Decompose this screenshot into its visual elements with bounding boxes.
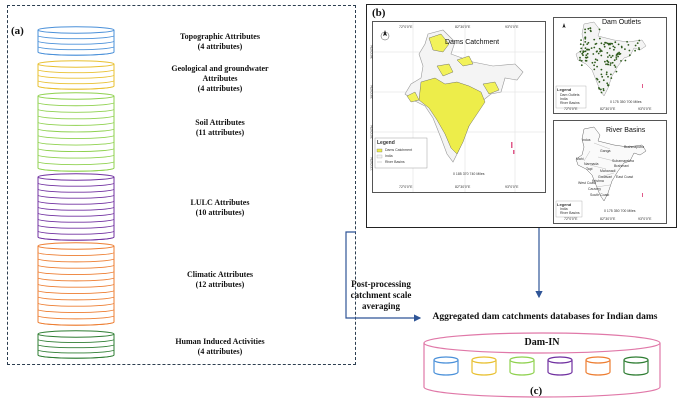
dam-in-cylinder-top bbox=[423, 332, 661, 354]
lulc-title: LULC Attributes bbox=[190, 198, 250, 207]
geological-title: Geological and groundwater bbox=[171, 64, 269, 73]
basins-lon-0: 72°0'0"E bbox=[564, 217, 578, 221]
outlets-lon-0: 72°0'0"E bbox=[564, 107, 578, 111]
basin-krishna: Krishna bbox=[592, 179, 604, 183]
river-basins-map-graphic bbox=[555, 126, 647, 218]
basins-legend-item-1: River Basins bbox=[560, 211, 580, 215]
basin-ganga: Ganga bbox=[600, 149, 611, 153]
basin-brahmani: Brahmani bbox=[614, 164, 629, 168]
main-lon-2: 93°0'0"E bbox=[505, 25, 519, 29]
panel-a-label: (a) bbox=[11, 25, 24, 37]
outlets-legend-item-1: India bbox=[560, 97, 568, 101]
main-scale-bar: 0 185 370 740 Miles bbox=[453, 172, 485, 176]
mini-db-2 bbox=[509, 356, 535, 376]
climatic-title: Climatic Attributes bbox=[187, 270, 253, 279]
dams-catchment-map-graphic bbox=[373, 22, 545, 192]
dam-in-label: Dam-IN bbox=[524, 337, 560, 348]
climatic-count: (12 attributes) bbox=[195, 280, 245, 289]
lulc-count: (10 attributes) bbox=[195, 208, 245, 217]
main-legend-item-1: India bbox=[385, 154, 393, 158]
lulc-label: LULC Attributes (10 attributes) bbox=[145, 198, 295, 218]
cylinder-stack-1 bbox=[37, 60, 115, 90]
geological-label: Geological and groundwater Attributes (4… bbox=[130, 64, 310, 94]
river-basins-map: River Basins Indus Ganga Brahmaputra Mah… bbox=[553, 120, 667, 224]
dam-outlets-map-graphic bbox=[555, 21, 647, 109]
outlets-lon-1: 82°30'0"E bbox=[600, 107, 616, 111]
mini-db-4 bbox=[585, 356, 611, 376]
dams-catchment-map: Dams Catchment Legend Dams Catchment Ind… bbox=[370, 21, 546, 193]
outlets-legend-item-0: Dam Outlets bbox=[560, 93, 580, 97]
cylinder-stack-5 bbox=[37, 330, 115, 359]
geological-count: (4 attributes) bbox=[197, 84, 243, 93]
panel-c-heading: Aggregated dam catchments databases for … bbox=[432, 312, 658, 322]
main-legend-item-0: Dams Catchment bbox=[385, 148, 413, 152]
dams-catchment-title: Dams Catchment bbox=[445, 39, 500, 46]
river-basins-title: River Basins bbox=[606, 127, 646, 134]
basin-tapi: Tapi bbox=[586, 167, 593, 171]
basin-west-coast: West Coast bbox=[578, 181, 597, 185]
human-label: Human Induced Activities (4 attributes) bbox=[135, 337, 305, 357]
panel-b-frame bbox=[366, 4, 677, 228]
outlets-scale-bar: 0 175 350 700 Miles bbox=[610, 100, 642, 104]
cylinder-stack-2 bbox=[37, 92, 115, 172]
soil-title: Soil Attributes bbox=[195, 118, 245, 127]
basin-south-coast: South Coast bbox=[590, 193, 610, 197]
main-legend-title: Legend bbox=[377, 140, 395, 146]
basin-brahmaputra: Brahmaputra bbox=[624, 145, 645, 149]
outlets-legend-title: Legend bbox=[557, 87, 572, 92]
outlets-legend-item-2: River Basins bbox=[560, 101, 580, 105]
dam-outlets-title: Dam Outlets bbox=[602, 19, 641, 26]
basins-scale-bar: 0 175 350 700 Miles bbox=[604, 209, 636, 213]
main-lon-0: 72°0'0"E bbox=[399, 25, 413, 29]
climatic-label: Climatic Attributes (12 attributes) bbox=[145, 270, 295, 290]
basin-subarnarekha: Subarnarekha bbox=[612, 159, 634, 163]
basin-narmada: Narmada bbox=[584, 162, 599, 166]
post-processing-line-2: averaging bbox=[362, 301, 400, 311]
panel-a-frame bbox=[7, 5, 356, 365]
main-lon-0-bottom: 72°0'0"E bbox=[399, 185, 413, 189]
basins-lon-1: 82°30'0"E bbox=[600, 217, 616, 221]
arrow-a-to-c bbox=[345, 231, 422, 322]
cylinder-stack-0 bbox=[37, 26, 115, 56]
basins-legend-item-0: India bbox=[560, 207, 568, 211]
main-lon-1: 82°30'0"E bbox=[455, 25, 471, 29]
main-lon-2-bottom: 93°0'0"E bbox=[505, 185, 519, 189]
mini-db-5 bbox=[623, 356, 649, 376]
human-count: (4 attributes) bbox=[197, 347, 243, 356]
post-processing-line-1: catchment scale bbox=[350, 290, 412, 300]
soil-count: (11 attributes) bbox=[195, 128, 245, 137]
human-title: Human Induced Activities bbox=[175, 337, 265, 346]
basin-mahi: Mahi bbox=[576, 157, 584, 161]
geological-title-line2: Attributes bbox=[202, 74, 238, 83]
post-processing-line-0: Post-processing bbox=[351, 279, 411, 289]
main-legend-item-2: River Basins bbox=[385, 160, 405, 164]
topographic-count: (4 attributes) bbox=[197, 42, 243, 51]
basin-godavari: Godavari bbox=[598, 175, 613, 179]
panel-c-label: (c) bbox=[530, 385, 543, 397]
basin-indus: Indus bbox=[582, 138, 591, 142]
outlets-lon-2: 93°0'0"E bbox=[638, 107, 652, 111]
basins-lon-2: 93°0'0"E bbox=[638, 217, 652, 221]
mini-db-3 bbox=[547, 356, 573, 376]
basins-legend-title: Legend bbox=[557, 202, 572, 207]
cylinder-stack-4 bbox=[37, 242, 115, 326]
cylinder-stack-3 bbox=[37, 173, 115, 241]
mini-db-0 bbox=[433, 356, 459, 376]
basin-east-coast: East Coast bbox=[616, 175, 634, 179]
dam-outlets-map: Dam Outlets Legend Dam Outlets India Riv… bbox=[553, 17, 667, 114]
post-processing-label: Post-processing catchment scale averagin… bbox=[350, 279, 412, 312]
mini-db-1 bbox=[471, 356, 497, 376]
topographic-title: Topographic Attributes bbox=[180, 32, 260, 41]
panel-b-label: (b) bbox=[372, 7, 386, 19]
basin-mahanadi: Mahanadi bbox=[600, 169, 616, 173]
main-lon-1-bottom: 82°30'0"E bbox=[455, 185, 471, 189]
soil-label: Soil Attributes (11 attributes) bbox=[145, 118, 295, 138]
topographic-label: Topographic Attributes (4 attributes) bbox=[145, 32, 295, 52]
basin-cauvery: Cauvery bbox=[588, 187, 602, 191]
